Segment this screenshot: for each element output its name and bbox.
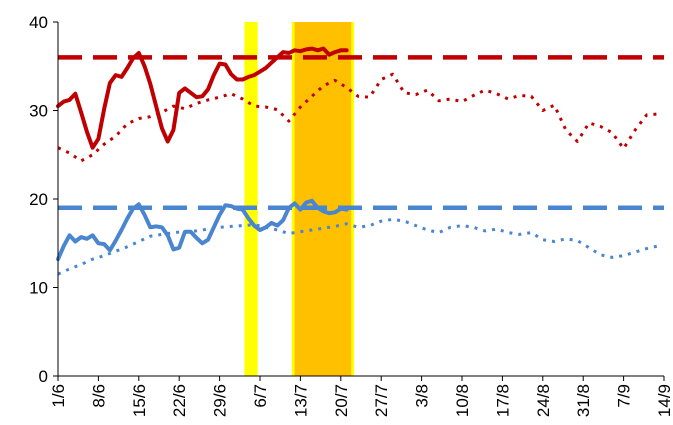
x-tick-label: 3/8 bbox=[413, 384, 432, 408]
series-dotted-line-5 bbox=[57, 217, 659, 276]
x-tick-label: 13/7 bbox=[291, 384, 310, 417]
x-tick-label: 27/7 bbox=[372, 384, 391, 417]
x-tick-label: 6/7 bbox=[251, 384, 270, 408]
axes: 0 10 20 30 40 1/6 8/6 15/6 22/6 29/6 6/7 13/7 20/7 27… bbox=[29, 13, 673, 417]
series-solid-line-1 bbox=[56, 46, 349, 150]
x-tick-label: 29/6 bbox=[211, 384, 230, 417]
series-dotted-line-2 bbox=[57, 72, 659, 163]
x-tick-label: 20/7 bbox=[332, 384, 351, 417]
x-tick-label: 17/8 bbox=[493, 384, 512, 417]
x-tick-label: 22/6 bbox=[170, 384, 189, 417]
y-tick-label: 40 bbox=[29, 13, 48, 32]
x-tick-label: 31/8 bbox=[574, 384, 593, 417]
shaded-periods bbox=[244, 22, 355, 376]
x-tick-label: 8/6 bbox=[89, 384, 108, 408]
y-tick-label: 0 bbox=[39, 367, 48, 386]
x-tick-label: 14/9 bbox=[655, 384, 673, 417]
x-tick-label: 1/6 bbox=[49, 384, 68, 408]
x-tick-label: 10/8 bbox=[453, 384, 472, 417]
x-tick-label: 24/8 bbox=[534, 384, 553, 417]
shaded-period-3 bbox=[294, 22, 352, 376]
series-lines bbox=[56, 46, 664, 276]
x-tick-label: 7/9 bbox=[615, 384, 634, 408]
series-solid-line-4 bbox=[56, 198, 349, 262]
y-tick-label: 10 bbox=[29, 279, 48, 298]
y-tick-label: 30 bbox=[29, 102, 48, 121]
x-tick-label: 15/6 bbox=[130, 384, 149, 417]
shaded-period-1 bbox=[244, 22, 258, 376]
y-tick-label: 20 bbox=[29, 190, 48, 209]
